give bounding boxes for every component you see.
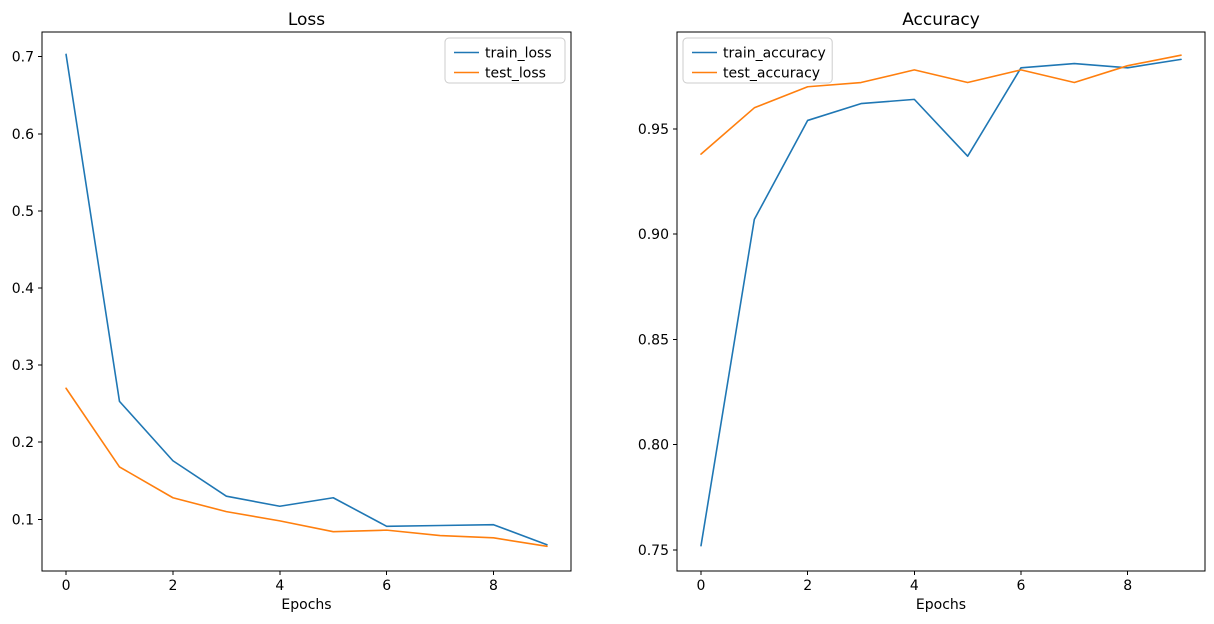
y-tick-label: 0.85	[638, 332, 669, 348]
y-tick-label: 0.75	[638, 543, 669, 559]
x-tick-label: 0	[697, 578, 706, 594]
loss-chart-title: Loss	[287, 10, 326, 30]
y-tick-label: 0.6	[12, 127, 34, 143]
legend-label-train_accuracy: train_accuracy	[723, 46, 826, 62]
y-tick-label: 0.80	[638, 438, 669, 454]
x-tick-label: 6	[382, 578, 391, 594]
legend-box	[682, 37, 833, 84]
y-tick-label: 0.90	[638, 227, 669, 243]
series-line-test_accuracy	[700, 54, 1182, 155]
axes-frame	[41, 31, 572, 572]
y-tick-label: 0.95	[638, 122, 669, 138]
y-tick-label: 0.2	[12, 435, 34, 451]
x-tick-label: 6	[1017, 578, 1026, 594]
accuracy-chart: 0 2 4 6 80.750.800.850.900.95train_accuracyt…	[638, 31, 1206, 594]
y-tick-label: 0.7	[12, 50, 34, 66]
legend-label-test_accuracy: test_accuracy	[723, 66, 820, 82]
legend: train_loss test_loss	[444, 37, 566, 84]
accuracy-x-axis-label: Epochs	[915, 597, 967, 613]
x-tick-label: 4	[910, 578, 919, 594]
axes-frame	[676, 31, 1206, 572]
legend: train_accuracy test_accuracy	[682, 37, 833, 84]
x-tick-label: 0	[62, 578, 71, 594]
legend-label-test_loss: test_loss	[485, 66, 546, 82]
series-line-test_loss	[65, 387, 548, 548]
x-tick-label: 2	[803, 578, 812, 594]
x-tick-label: 4	[275, 578, 284, 594]
x-tick-label: 8	[489, 578, 498, 594]
y-tick-label: 0.5	[12, 204, 34, 220]
accuracy-chart-title: Accuracy	[902, 10, 980, 30]
y-tick-label: 0.1	[12, 512, 34, 528]
y-tick-label: 0.3	[12, 358, 34, 374]
series-line-train_accuracy	[700, 58, 1182, 547]
y-tick-label: 0.4	[12, 281, 34, 297]
loss-x-axis-label: Epochs	[281, 597, 332, 613]
loss-chart: 0 2 4 6 8 0.1 0.2 0.3 0.4 0.5 0.6 0.7 train_losstest…	[12, 31, 572, 594]
x-tick-label: 8	[1123, 578, 1132, 594]
legend-label-train_loss: train_loss	[485, 46, 552, 62]
series-line-train_loss	[65, 53, 548, 546]
x-tick-label: 2	[168, 578, 177, 594]
